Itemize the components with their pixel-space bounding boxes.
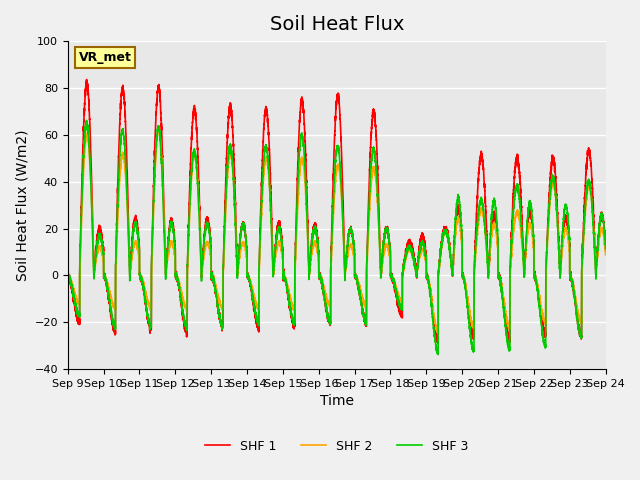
SHF 1 [602, 247, 609, 252]
X-axis label: Time: Time [320, 395, 354, 408]
SHF 1 [319, 283, 326, 288]
SHF 1 [434, 341, 442, 347]
SHF 1 [573, 312, 580, 317]
SHF 2 [602, 252, 609, 258]
Y-axis label: Soil Heat Flux (W/m2): Soil Heat Flux (W/m2) [15, 130, 29, 281]
SHF 2 [457, 231, 465, 237]
SHF 3 [602, 246, 609, 252]
SHF 2 [579, 247, 587, 253]
Text: VR_met: VR_met [79, 51, 131, 64]
SHF 1 [472, 218, 480, 224]
SHF 3 [579, 240, 587, 246]
SHF 1 [64, 272, 72, 277]
SHF 1 [247, 284, 255, 289]
SHF 2 [319, 279, 326, 285]
SHF 2 [472, 245, 480, 251]
SHF 2 [573, 302, 580, 308]
SHF 2 [155, 125, 163, 131]
SHF 2 [247, 279, 255, 285]
SHF 1 [83, 77, 90, 83]
SHF 3 [247, 282, 255, 288]
SHF 3 [573, 311, 580, 316]
SHF 3 [472, 236, 480, 242]
SHF 3 [83, 118, 90, 123]
Line: SHF 2: SHF 2 [68, 128, 605, 333]
Line: SHF 3: SHF 3 [68, 120, 605, 355]
Line: SHF 1: SHF 1 [68, 80, 605, 344]
Legend: SHF 1, SHF 2, SHF 3: SHF 1, SHF 2, SHF 3 [200, 434, 474, 457]
SHF 1 [457, 223, 465, 229]
SHF 3 [434, 352, 442, 358]
SHF 1 [579, 233, 587, 239]
SHF 3 [319, 283, 326, 288]
SHF 3 [64, 272, 72, 278]
Title: Soil Heat Flux: Soil Heat Flux [269, 15, 404, 34]
SHF 3 [457, 216, 465, 221]
SHF 2 [434, 330, 442, 336]
SHF 2 [64, 272, 72, 278]
